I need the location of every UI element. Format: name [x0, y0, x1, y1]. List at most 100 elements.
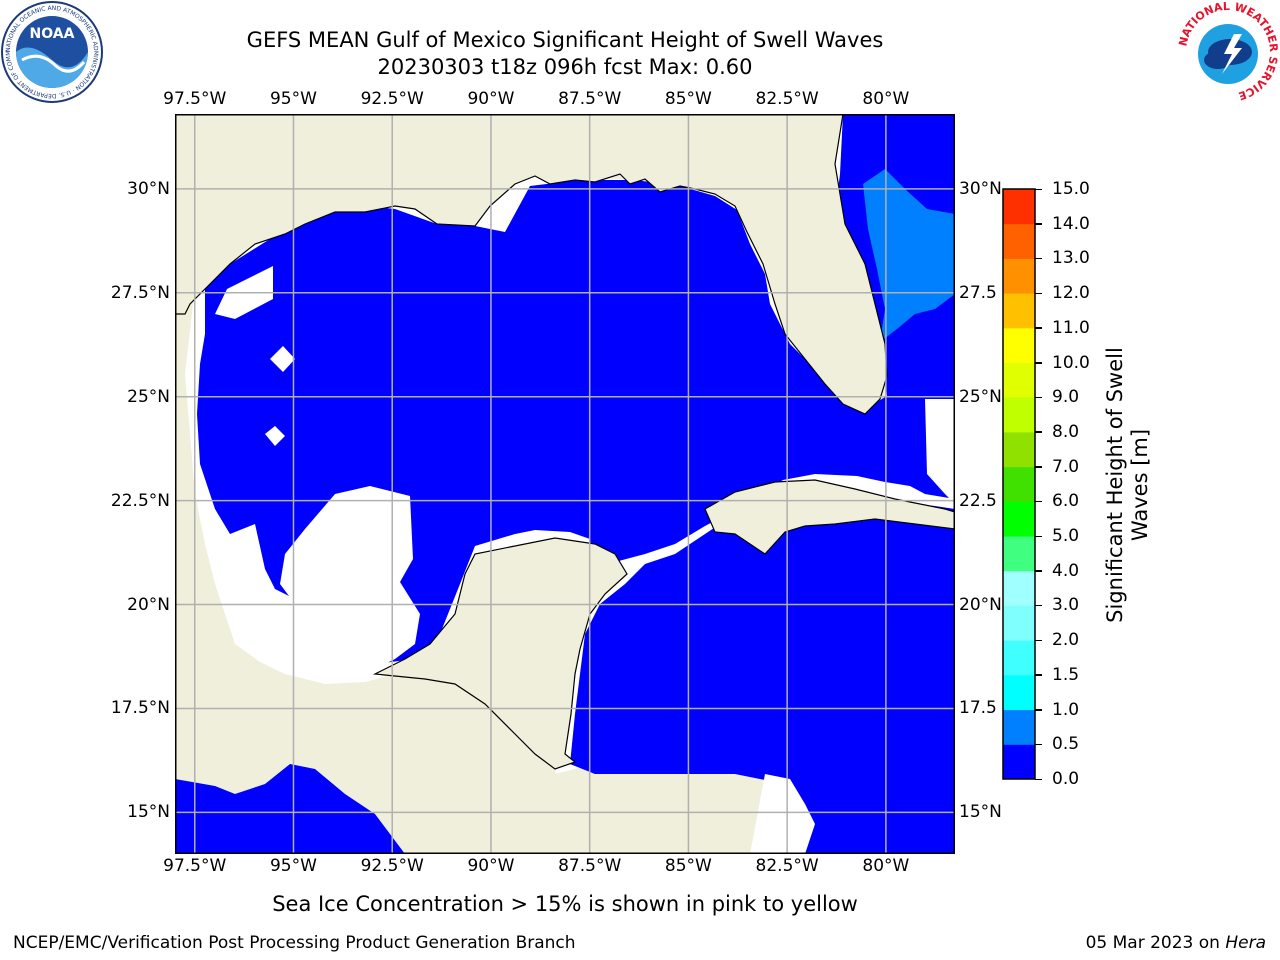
colorbar-tick-mark [1035, 466, 1042, 468]
colorbar-segment [1003, 258, 1035, 294]
colorbar-segment [1003, 744, 1035, 780]
lon-tick-label-top: 90°W [467, 89, 515, 109]
lat-tick-label-left: 25°N [127, 386, 170, 407]
colorbar-label-line1: Significant Height of Swell [1103, 347, 1127, 623]
lon-tick-label-top: 87.5°W [558, 89, 622, 109]
colorbar-tick-label: 9.0 [1052, 387, 1080, 408]
colorbar-tick-label: 8.0 [1052, 421, 1080, 442]
colorbar-tick-label: 1.5 [1052, 664, 1080, 685]
colorbar-segment [1003, 709, 1035, 745]
no-data-patch-east [925, 399, 955, 504]
lat-tick-label-right: 27.5 [959, 282, 997, 303]
lat-tick-label-left: 20°N [127, 594, 170, 615]
colorbar-segment [1003, 466, 1035, 502]
colorbar-tick-mark [1035, 362, 1042, 364]
colorbar-segment [1003, 605, 1035, 641]
lat-tick-label-right: 17.5 [959, 698, 997, 719]
colorbar-tick-mark [1035, 396, 1042, 399]
colorbar-tick-label: 7.0 [1052, 456, 1080, 477]
colorbar-segment [1003, 293, 1035, 329]
no-data-patch-dot1 [270, 346, 295, 372]
lon-tick-label-bottom: 95°W [269, 856, 317, 876]
lon-tick-label-top: 80°W [862, 89, 910, 109]
lon-tick-label-bottom: 80°W [862, 856, 910, 876]
colorbar-tick-label: 0.0 [1052, 769, 1080, 789]
colorbar-segment [1003, 327, 1035, 364]
colorbar-tick-label: 6.0 [1052, 491, 1080, 512]
colorbar-tick-mark [1035, 778, 1042, 780]
lon-tick-label-top: 92.5°W [360, 89, 424, 109]
colorbar-tick-mark [1035, 535, 1042, 538]
lat-tick-label-right: 25°N [959, 386, 1002, 407]
colorbar-tick-mark [1035, 674, 1042, 676]
colorbar-tick-label: 12.0 [1052, 283, 1090, 304]
no-data-patch-caribbean [750, 774, 815, 854]
lat-tick-label-left: 17.5°N [110, 698, 170, 719]
colorbar-segment [1003, 431, 1035, 468]
colorbar-tick-label: 5.0 [1052, 526, 1080, 547]
lat-tick-label-right: 15°N [959, 802, 1002, 823]
lat-tick-label-left: 27.5°N [110, 282, 170, 303]
lon-tick-label-bottom: 92.5°W [360, 856, 424, 876]
colorbar-tick-label: 13.0 [1052, 248, 1090, 269]
colorbar-label-line2: Waves [m] [1128, 428, 1152, 542]
colorbar-tick-mark [1035, 327, 1042, 329]
colorbar-tick-mark [1035, 188, 1042, 190]
cuba-land [704, 479, 955, 555]
lon-tick-label-top: 85°W [664, 89, 712, 109]
lon-tick-label-top: 95°W [269, 89, 317, 109]
colorbar-tick-label: 4.0 [1052, 560, 1080, 581]
colorbar-label: Significant Height of Swell Waves [m] [1103, 285, 1153, 685]
colorbar-segment [1003, 570, 1035, 606]
colorbar-tick-label: 2.0 [1052, 630, 1080, 651]
map-title: GEFS MEAN Gulf of Mexico Significant Hei… [246, 28, 884, 52]
colorbar-segment [1003, 189, 1035, 225]
colorbar-segment [1003, 674, 1035, 711]
lon-tick-label-bottom: 90°W [467, 856, 515, 876]
gulf-of-mexico-map [175, 114, 955, 854]
lat-tick-label-left: 22.5°N [110, 490, 170, 511]
colorbar-tick-label: 3.0 [1052, 595, 1080, 616]
colorbar-tick-mark [1035, 292, 1042, 295]
footer-credit: NCEP/EMC/Verification Post Processing Pr… [13, 933, 576, 953]
colorbar-tick-label: 1.0 [1052, 699, 1080, 720]
lon-tick-label-bottom: 97.5°W [163, 856, 227, 876]
sea-ice-note: Sea Ice Concentration > 15% is shown in … [272, 892, 858, 916]
nws-logo: NATIONAL WEATHER SERVICE [1176, 0, 1280, 103]
colorbar-segment [1003, 536, 1035, 572]
footer-host: Hera [1225, 933, 1266, 953]
colorbar-segment [1003, 397, 1035, 433]
colorbar-tick-label: 14.0 [1052, 213, 1090, 234]
swell-0-0.5m-caribbean [570, 486, 955, 854]
colorbar-segment [1003, 640, 1035, 676]
footer-date: 05 Mar 2023 on Hera [1086, 933, 1266, 953]
lat-tick-label-right: 20°N [959, 594, 1002, 615]
colorbar-tick-mark [1035, 570, 1042, 572]
lon-tick-label-top: 82.5°W [755, 89, 819, 109]
colorbar-tick-label: 15.0 [1052, 179, 1090, 199]
no-data-patch-dot2 [265, 426, 285, 446]
colorbar-segment [1003, 362, 1035, 398]
noaa-logo: NATIONAL OCEANIC AND ATMOSPHERIC ADMINIS… [0, 0, 103, 103]
colorbar-frame [1002, 188, 1036, 780]
colorbar [1002, 188, 1036, 780]
colorbar-tick-mark [1035, 639, 1042, 642]
lat-tick-label-right: 22.5 [959, 490, 997, 511]
pacific-ocean-area [175, 764, 405, 854]
noaa-logo-text: NOAA [30, 26, 75, 42]
lat-tick-label-left: 30°N [127, 178, 170, 199]
colorbar-tick-mark [1035, 709, 1042, 711]
colorbar-tick-mark [1035, 500, 1042, 503]
lat-tick-label-right: 30°N [959, 178, 1002, 199]
lon-tick-label-bottom: 87.5°W [558, 856, 622, 876]
colorbar-tick-label: 0.5 [1052, 734, 1080, 755]
colorbar-tick-mark [1035, 743, 1042, 746]
map-grid [175, 114, 955, 854]
lon-tick-label-bottom: 82.5°W [755, 856, 819, 876]
lon-tick-label-top: 97.5°W [163, 89, 227, 109]
map-subtitle: 20230303 t18z 096h fcst Max: 0.60 [377, 55, 753, 79]
map-frame [175, 114, 955, 854]
lat-tick-label-left: 15°N [127, 802, 170, 823]
footer-date-text: 05 Mar 2023 on [1085, 933, 1226, 953]
colorbar-tick-label: 10.0 [1052, 352, 1090, 373]
